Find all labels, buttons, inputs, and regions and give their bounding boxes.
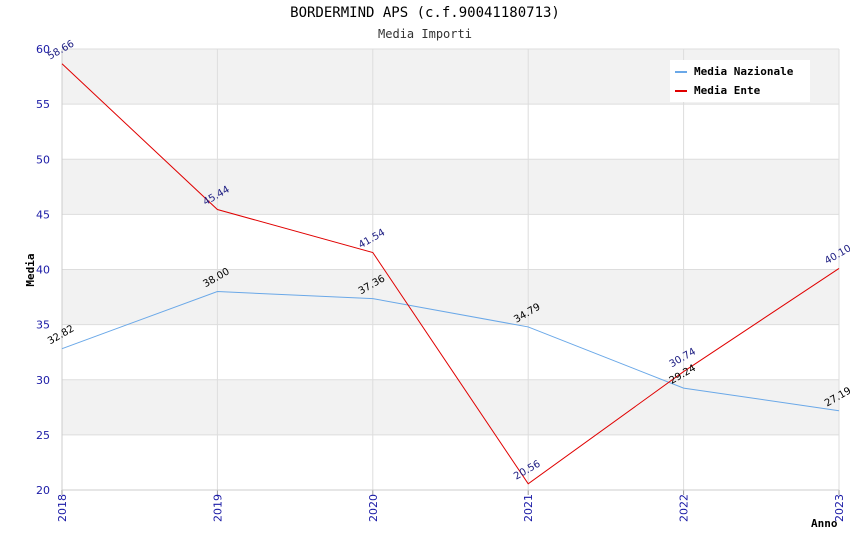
y-tick-label: 40: [36, 264, 50, 277]
y-tick-labels: 20 25 30 35 40 45 50 55 60: [36, 43, 50, 497]
background-band: [62, 214, 839, 270]
y-tick-label: 50: [36, 153, 50, 166]
axes: [61, 49, 840, 495]
background-band: [62, 434, 839, 490]
y-tick-label: 30: [36, 374, 50, 387]
x-tick-label: 2019: [211, 494, 224, 522]
legend-box: [670, 60, 810, 102]
legend-label-media-nazionale: Media Nazionale: [694, 65, 794, 78]
x-tick-labels: 2018 2019 2020 2021 2022 2023: [56, 494, 846, 522]
legend-label-media-ente: Media Ente: [694, 84, 761, 97]
y-axis-label: Media: [24, 253, 37, 286]
y-tick-label: 25: [36, 429, 50, 442]
x-tick-label: 2022: [678, 494, 691, 522]
background-band: [62, 324, 839, 380]
y-tick-label: 55: [36, 98, 50, 111]
gridlines: [61, 48, 840, 491]
y-tick-label: 20: [36, 484, 50, 497]
series-line-media-ente: [61, 63, 840, 485]
background-band: [62, 104, 839, 160]
x-tick-label: 2020: [367, 494, 380, 522]
x-tick-label: 2021: [522, 494, 535, 522]
background-band: [62, 379, 839, 435]
x-tick-label: 2023: [833, 494, 846, 522]
chart-title: BORDERMIND APS (c.f.90041180713): [290, 5, 560, 21]
background-bands: [62, 49, 839, 490]
y-tick-label: 60: [36, 43, 50, 56]
series-lines: [61, 63, 840, 485]
series-line-media-nazionale: [61, 291, 840, 412]
y-tick-label: 35: [36, 319, 50, 332]
x-axis-label: Anno: [811, 517, 838, 530]
chart-subtitle: Media Importi: [378, 27, 472, 41]
y-tick-label: 45: [36, 208, 50, 221]
background-band: [62, 159, 839, 215]
legend: Media Nazionale Media Ente: [670, 60, 810, 102]
x-tick-label: 2018: [56, 494, 69, 522]
background-band: [62, 269, 839, 325]
